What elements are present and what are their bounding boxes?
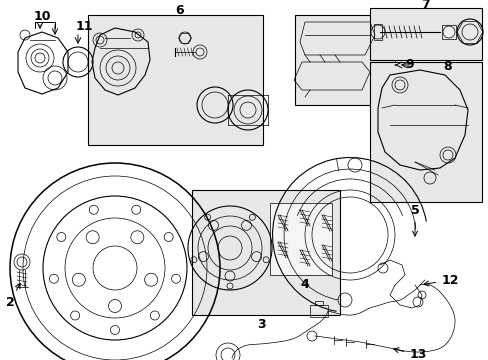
Bar [192, 190, 339, 315]
Text: 2: 2 [6, 283, 20, 309]
Text: 7: 7 [420, 0, 428, 10]
Text: 13: 13 [393, 348, 426, 360]
Bar [369, 8, 481, 60]
Bar [88, 15, 263, 145]
Text: 1: 1 [0, 359, 1, 360]
Bar [373, 24, 381, 40]
Text: 9: 9 [405, 58, 413, 72]
Bar [441, 25, 455, 39]
Bar [314, 301, 323, 305]
Text: 8: 8 [443, 59, 451, 72]
Text: 10: 10 [33, 9, 51, 22]
Bar [294, 15, 394, 105]
Bar [309, 305, 327, 317]
Text: 5: 5 [410, 203, 419, 236]
Text: 4: 4 [300, 279, 309, 292]
Bar [369, 62, 481, 202]
Text: 6: 6 [175, 4, 184, 17]
Text: 12: 12 [423, 274, 458, 287]
Text: 11: 11 [75, 19, 93, 32]
Bar [269, 203, 331, 275]
Text: 3: 3 [257, 319, 266, 332]
